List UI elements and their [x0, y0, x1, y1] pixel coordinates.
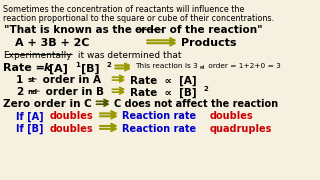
Text: Products: Products: [181, 38, 236, 48]
Text: order in B: order in B: [42, 87, 104, 97]
Text: it was determined that: it was determined that: [75, 51, 182, 60]
Text: quadruples: quadruples: [210, 124, 272, 134]
Text: 2: 2: [16, 87, 23, 97]
Text: order = 1+2+0 = 3: order = 1+2+0 = 3: [206, 63, 281, 69]
Text: If [B]: If [B]: [16, 124, 47, 134]
Text: Reaction rate: Reaction rate: [122, 124, 200, 134]
Text: 2: 2: [203, 86, 208, 91]
Text: doubles: doubles: [50, 124, 94, 134]
Text: Rate  ∝  [B]: Rate ∝ [B]: [130, 87, 196, 98]
Text: A + 3B + 2C: A + 3B + 2C: [15, 38, 89, 48]
Text: Zero order in C: Zero order in C: [3, 99, 92, 109]
Text: Experimentally: Experimentally: [3, 51, 72, 60]
Text: Rate =: Rate =: [3, 63, 49, 73]
Text: order: order: [134, 25, 166, 35]
Text: nd: nd: [28, 89, 37, 94]
Text: [B]: [B]: [81, 63, 100, 74]
Text: doubles: doubles: [210, 111, 253, 121]
Text: Reaction rate: Reaction rate: [122, 111, 200, 121]
Text: C does not affect the reaction: C does not affect the reaction: [114, 99, 278, 109]
Text: "That is known as the: "That is known as the: [4, 25, 136, 35]
Text: reaction proportional to the square or cube of their concentrations.: reaction proportional to the square or c…: [3, 14, 274, 23]
Text: 1: 1: [75, 62, 80, 68]
Text: rd: rd: [199, 65, 204, 70]
Text: order in A: order in A: [39, 75, 101, 85]
Text: k: k: [44, 63, 51, 73]
Text: This reaction is 3: This reaction is 3: [135, 63, 198, 69]
Text: Rate  ∝  [A]: Rate ∝ [A]: [130, 75, 196, 86]
Text: of the reaction": of the reaction": [165, 25, 262, 35]
Text: If [A]: If [A]: [16, 111, 47, 122]
Text: 2: 2: [107, 62, 111, 68]
Text: 1: 1: [16, 75, 23, 85]
Text: st: st: [28, 76, 35, 82]
Text: Sometimes the concentration of reactants will influence the: Sometimes the concentration of reactants…: [3, 4, 244, 14]
Text: doubles: doubles: [50, 111, 94, 121]
Text: [A]: [A]: [50, 63, 68, 74]
